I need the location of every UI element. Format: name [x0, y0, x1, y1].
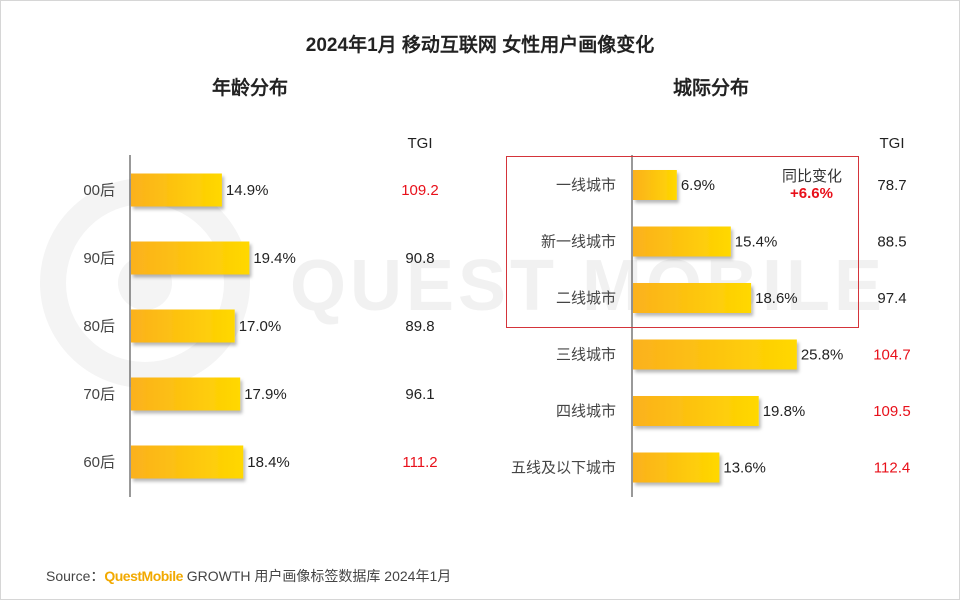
- city-bar: [633, 396, 759, 426]
- age-value-label: 17.0%: [239, 318, 282, 335]
- age-tgi-value: 90.8: [405, 250, 434, 267]
- city-category-label: 新一线城市: [541, 234, 616, 251]
- age-category-label: 70后: [83, 386, 115, 403]
- source-line: Source：QuestMobile GROWTH 用户画像标签数据库 2024…: [46, 566, 451, 586]
- city-value-label: 15.4%: [735, 234, 778, 251]
- city-tgi-value: 78.7: [877, 177, 906, 194]
- city-bar: [633, 452, 720, 483]
- city-category-label: 二线城市: [556, 290, 616, 307]
- city-value-label: 25.8%: [801, 347, 844, 364]
- source-prefix: Source：: [46, 568, 105, 584]
- city-tgi-value: 112.4: [874, 460, 910, 477]
- age-category-label: 60后: [83, 454, 115, 471]
- city-value-label: 13.6%: [723, 460, 766, 477]
- tier-highlight-box: [506, 156, 859, 328]
- age-tgi-value: 96.1: [405, 386, 434, 403]
- source-brand-logo: QuestMobile: [104, 568, 183, 584]
- source-text: GROWTH 用户画像标签数据库 2024年1月: [182, 568, 452, 584]
- age-category-label: 80后: [83, 318, 115, 335]
- city-bar: [633, 170, 677, 200]
- age-bar: [131, 173, 222, 207]
- age-bar: [131, 241, 250, 275]
- age-tgi-header: TGI: [408, 135, 433, 152]
- age-category-label: 00后: [83, 182, 115, 199]
- age-value-label: 14.9%: [226, 182, 269, 199]
- city-value-label: 18.6%: [755, 290, 798, 307]
- city-bar: [633, 283, 752, 313]
- city-tgi-value: 97.4: [877, 290, 906, 307]
- city-category-label: 一线城市: [556, 177, 616, 194]
- city-tgi-value: 104.7: [873, 347, 911, 364]
- age-value-label: 18.4%: [247, 454, 290, 471]
- age-value-label: 19.4%: [253, 250, 296, 267]
- age-tgi-value: 111.2: [402, 454, 437, 471]
- age-tgi-value: 109.2: [401, 182, 439, 199]
- age-panel-title: 年龄分布: [211, 78, 288, 99]
- age-value-label: 17.9%: [244, 386, 287, 403]
- age-bar: [131, 377, 241, 411]
- age-bar: [131, 309, 235, 343]
- city-bar: [633, 226, 731, 257]
- yoy-change-value: +6.6%: [790, 185, 833, 202]
- age-bar: [131, 445, 244, 479]
- age-tgi-value: 89.8: [405, 318, 434, 335]
- city-value-label: 19.8%: [763, 403, 806, 420]
- city-category-label: 四线城市: [556, 403, 616, 420]
- page-title: 2024年1月 移动互联网 女性用户画像变化: [305, 35, 655, 56]
- city-bar: [633, 339, 797, 370]
- city-tgi-value: 88.5: [877, 234, 906, 251]
- city-category-label: 五线及以下城市: [511, 460, 616, 477]
- city-panel-title: 城际分布: [672, 78, 749, 99]
- yoy-change-label: 同比变化: [782, 168, 843, 185]
- city-tgi-header: TGI: [880, 135, 905, 152]
- city-value-label: 6.9%: [681, 177, 715, 194]
- age-category-label: 90后: [83, 250, 115, 267]
- city-category-label: 三线城市: [556, 347, 616, 364]
- city-tgi-value: 109.5: [873, 403, 911, 420]
